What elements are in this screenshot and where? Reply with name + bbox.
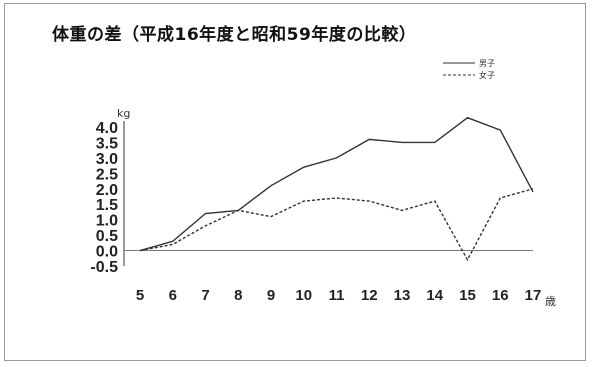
x-tick-label: 13 (394, 287, 411, 304)
y-tick-label: 3.0 (96, 151, 118, 168)
x-tick-label: 5 (136, 287, 144, 304)
x-axis-unit: 歳 (545, 295, 556, 308)
y-tick-label: 1.0 (96, 213, 118, 230)
x-tick-label: 16 (492, 287, 509, 304)
x-tick-label: 7 (201, 287, 209, 304)
y-axis-unit: kg (117, 107, 130, 120)
y-tick-label: 2.5 (96, 166, 118, 183)
y-tick-label: 0.0 (96, 244, 118, 261)
y-tick-label: -0.5 (90, 259, 118, 276)
x-axis: 5 6 7 8 9 10 11 12 13 14 15 16 17 歳 (136, 287, 556, 308)
legend-label: 男子 (479, 59, 495, 68)
x-tick-label: 11 (329, 287, 345, 304)
y-tick-label: 4.0 (96, 120, 118, 137)
x-tick-label: 10 (295, 287, 312, 304)
chart-frame (4, 3, 586, 361)
series-line-girls (139, 188, 534, 262)
x-tick-label: 8 (234, 287, 242, 304)
y-tick-label: 3.5 (96, 135, 118, 152)
x-tick-label: 15 (459, 287, 476, 304)
x-tick-label: 14 (426, 287, 443, 304)
x-tick-label: 6 (169, 287, 177, 304)
series-lines (139, 116, 534, 262)
y-axis: kg4.03.53.02.52.01.51.00.50.0-0.5 (90, 107, 130, 276)
y-tick-label: 1.5 (96, 197, 118, 214)
y-tick-label: 0.5 (96, 228, 118, 245)
x-tick-label: 9 (267, 287, 275, 304)
legend-label: 女子 (479, 70, 495, 80)
x-tick-label: 17 (525, 287, 542, 304)
chart-title: 体重の差（平成16年度と昭和59年度の比較） (52, 25, 417, 45)
series-line-boys (139, 116, 534, 252)
x-tick-label: 12 (361, 287, 378, 304)
y-tick-label: 2.0 (96, 182, 118, 199)
